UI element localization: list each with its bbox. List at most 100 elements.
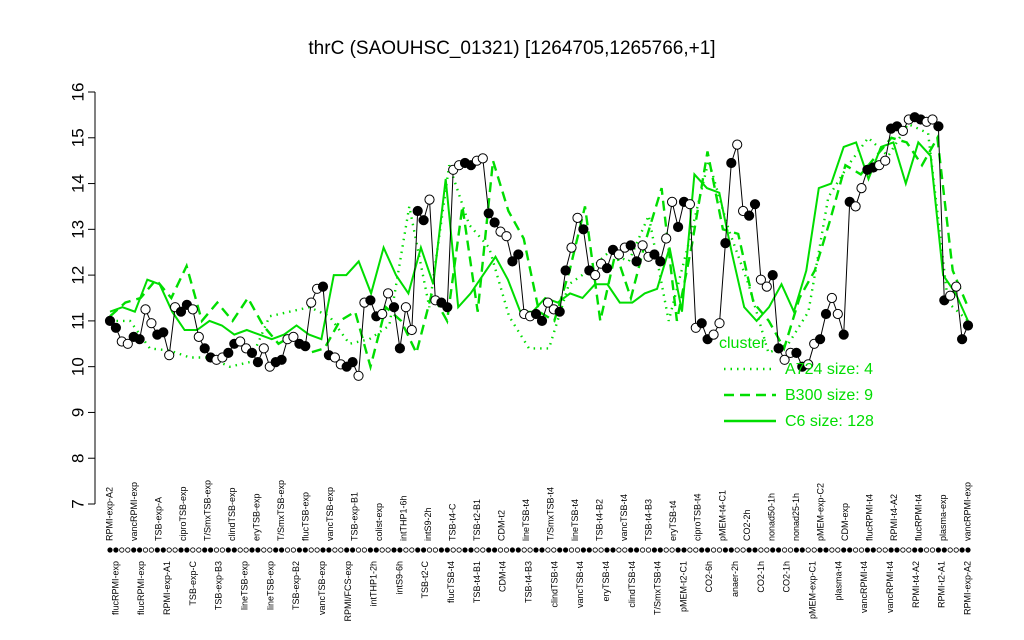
marker-dot	[296, 547, 302, 553]
data-point	[560, 265, 571, 276]
marker-dot	[444, 547, 450, 553]
marker-dot	[462, 547, 468, 553]
data-point	[820, 308, 832, 320]
marker-dot	[669, 547, 675, 553]
marker-dot	[628, 547, 634, 553]
marker-dot	[178, 547, 184, 553]
marker-dot	[397, 547, 403, 553]
marker-dot	[225, 547, 231, 553]
category-label-bottom: TSB-t4-B1	[472, 561, 482, 603]
category-label-top: vancTSB-t4	[619, 494, 629, 541]
marker-dot	[675, 547, 681, 553]
data-point	[329, 352, 340, 363]
data-point	[353, 370, 364, 381]
marker-dot	[633, 547, 640, 553]
marker-dot	[196, 547, 202, 553]
marker-dot	[420, 547, 427, 553]
category-label-bottom: lineTSB-exp	[265, 561, 275, 610]
marker-dot	[509, 547, 516, 553]
data-point	[850, 201, 861, 212]
category-label-top: vancRPMI-exp	[962, 482, 972, 541]
marker-dot	[361, 547, 367, 553]
marker-dot	[562, 547, 569, 553]
category-label-top: eryTSB-t4	[668, 500, 678, 541]
marker-dot	[213, 547, 220, 553]
marker-dot	[965, 547, 971, 553]
marker-dot	[119, 547, 125, 553]
data-point	[957, 334, 968, 345]
data-point	[838, 329, 849, 340]
marker-dot	[344, 547, 350, 553]
category-label-top: TSB-t4-C	[448, 503, 458, 541]
marker-dot	[710, 547, 717, 553]
category-label-top: flucRPMI-t4	[864, 494, 874, 541]
marker-dot	[190, 547, 196, 553]
data-point	[613, 249, 625, 260]
series-line-dashed	[109, 133, 970, 372]
data-point	[252, 357, 263, 368]
data-point	[104, 315, 116, 326]
marker-dot	[515, 547, 521, 553]
data-point	[542, 297, 554, 308]
category-label-top: CO2-2h	[742, 510, 752, 542]
data-point	[400, 302, 411, 313]
category-label-top: flucRPMI-t4	[913, 494, 923, 541]
marker-dot	[338, 547, 344, 553]
marker-dot	[912, 547, 918, 553]
series-line-solid	[109, 140, 969, 341]
marker-dot	[273, 547, 279, 553]
data-point	[673, 221, 684, 233]
data-point	[377, 308, 388, 320]
marker-dot	[752, 547, 758, 553]
marker-dot	[326, 547, 332, 553]
category-label-top: TSB-exp-A	[153, 497, 163, 541]
category-label-bottom: flucRPMI-exp	[136, 561, 146, 615]
marker-dot	[941, 547, 947, 553]
marker-dot	[237, 547, 243, 553]
marker-dot	[888, 547, 894, 553]
data-point	[962, 320, 974, 331]
marker-dot	[154, 547, 160, 553]
data-point	[826, 292, 838, 304]
marker-dot	[131, 547, 137, 553]
data-point	[383, 288, 394, 299]
marker-dot	[527, 547, 533, 553]
marker-dot	[639, 547, 646, 553]
category-label-top: vancTSB-exp	[325, 487, 335, 541]
marker-dot	[852, 547, 859, 553]
data-point	[187, 304, 198, 315]
category-label-bottom: clindTSB-t4	[627, 561, 637, 608]
data-point	[306, 297, 317, 308]
data-point	[755, 274, 767, 285]
marker-dot	[160, 547, 166, 553]
marker-dot	[125, 547, 131, 553]
category-label-bottom: vancTSB-exp	[317, 561, 327, 615]
marker-dot	[811, 547, 817, 553]
category-label-bottom: pMEM-t2-C1	[678, 561, 688, 612]
marker-dot	[781, 547, 788, 553]
category-label-bottom: RPMI-exp-A2	[962, 561, 972, 615]
marker-dot	[219, 547, 225, 553]
data-point	[365, 295, 376, 306]
category-label-top: clindTSB-exp	[227, 487, 237, 541]
marker-dot	[551, 547, 557, 553]
points-layer	[104, 112, 974, 553]
marker-dot	[113, 547, 119, 553]
data-point	[317, 281, 329, 292]
y-tick-label-6: 13	[68, 220, 87, 239]
data-point	[566, 242, 577, 253]
marker-dot	[255, 547, 261, 553]
category-label-bottom: vancTSB-t4	[575, 561, 585, 608]
marker-dot	[468, 547, 474, 553]
marker-dot	[805, 547, 811, 553]
marker-dot	[929, 547, 936, 553]
data-point	[199, 343, 210, 354]
marker-dot	[521, 547, 527, 553]
data-point	[572, 212, 583, 223]
marker-dot	[231, 547, 237, 553]
marker-dot	[497, 547, 504, 553]
data-point	[791, 347, 802, 358]
marker-dot	[142, 547, 149, 553]
marker-dot	[580, 547, 587, 553]
marker-dot	[734, 547, 740, 553]
